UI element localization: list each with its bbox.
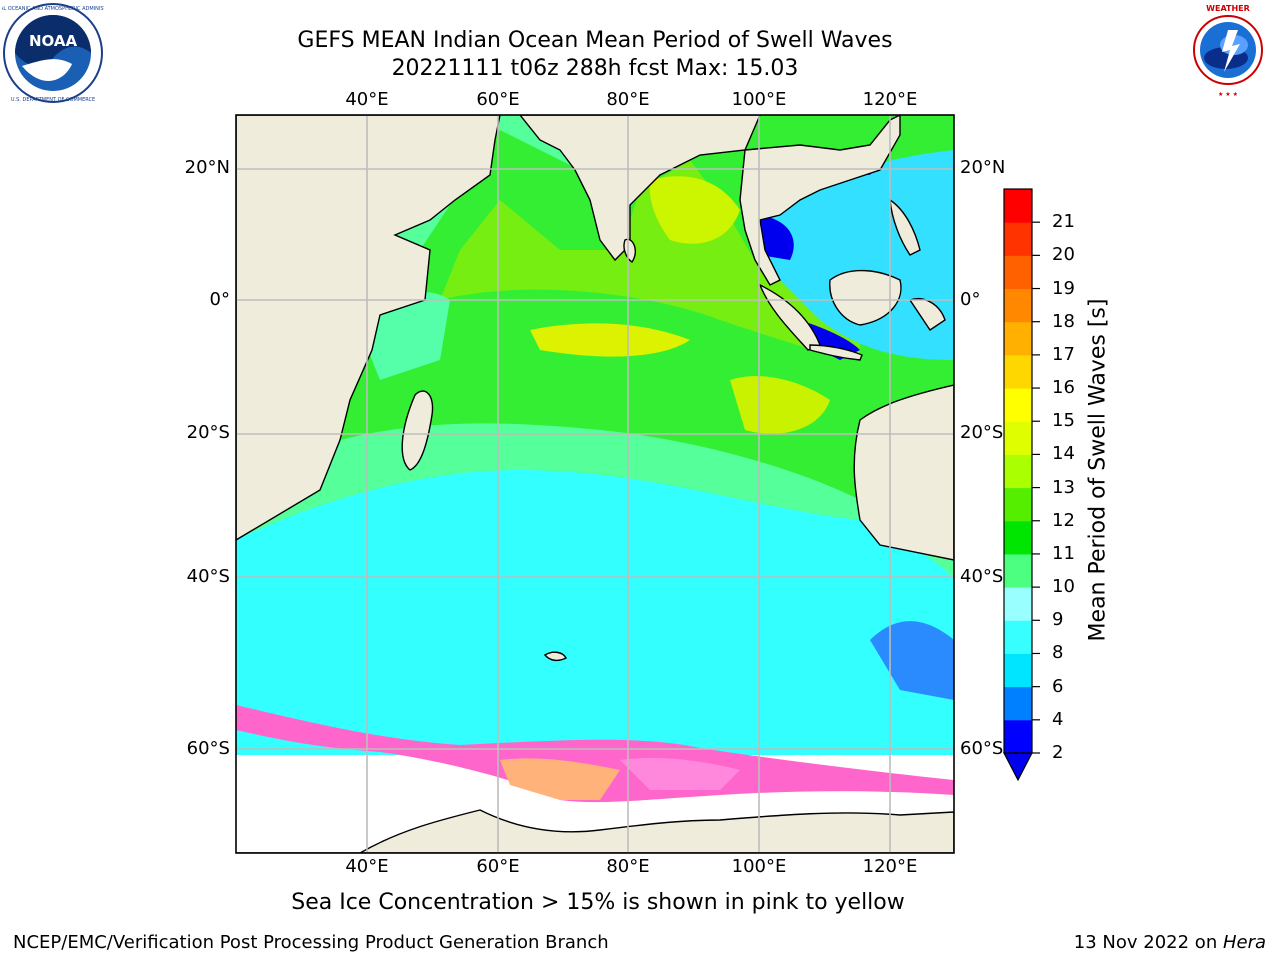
lat-label-right: 0° (960, 289, 981, 310)
colorbar-tick-label: 18 (1052, 310, 1075, 332)
map-title-line1: GEFS MEAN Indian Ocean Mean Period of Sw… (297, 28, 893, 53)
land-sri-lanka (623, 238, 636, 263)
lon-label-top: 40°E (345, 89, 389, 110)
colorbar-segment (1004, 421, 1032, 455)
map-frame (235, 114, 955, 854)
colorbar-tick-label: 11 (1052, 542, 1075, 564)
noaa-logo-text: NOAA (29, 32, 78, 50)
lon-label-top: 60°E (476, 89, 520, 110)
colorbar-segment (1004, 719, 1032, 754)
footer-date: 13 Nov 2022 on Hera (1074, 932, 1266, 953)
colorbar-tick-label: 16 (1052, 377, 1075, 399)
colorbar-segment (1004, 686, 1032, 721)
colorbar-tick-label: 2 (1052, 742, 1064, 763)
colorbar-segment (1004, 620, 1032, 654)
colorbar-tick-label: 19 (1052, 277, 1075, 299)
land-philippines (889, 198, 921, 256)
swell-field-yellow-green (440, 160, 860, 360)
lon-label-top: 100°E (731, 89, 787, 110)
colorbar-segment (1004, 454, 1032, 489)
lon-label-top: 80°E (606, 89, 650, 110)
swell-field-yellow-3 (730, 376, 830, 434)
map-gridlines (236, 115, 954, 853)
land-java (809, 344, 863, 361)
lon-label-bottom: 40°E (345, 856, 389, 877)
land-madagascar (401, 390, 434, 471)
swell-field-gulf-thailand (760, 215, 794, 260)
sea-ice-magenta (620, 758, 740, 790)
svg-text:U.S. DEPARTMENT OF COMMERCE: U.S. DEPARTMENT OF COMMERCE (11, 97, 95, 103)
swell-field-yellow-1 (530, 323, 690, 357)
nws-logo-icon: WEATHER ★ ★ ★ (1178, 0, 1278, 100)
land-se-asia (739, 115, 901, 286)
colorbar-segment (1004, 587, 1032, 621)
footer-credit: NCEP/EMC/Verification Post Processing Pr… (13, 932, 609, 953)
colorbar-segment (1004, 255, 1032, 290)
colorbar-tick-label: 6 (1052, 675, 1064, 697)
colorbar-segment (1004, 487, 1032, 522)
swell-field-yellow-2 (649, 176, 740, 244)
lat-label-left: 0° (209, 289, 230, 310)
colorbar-segment (1004, 388, 1032, 422)
lat-label-left: 20°N (184, 157, 230, 178)
svg-text:★ ★ ★: ★ ★ ★ (1218, 91, 1238, 98)
noaa-logo-icon: NOAA NATIONAL OCEANIC AND ATMOSPHERIC AD… (0, 2, 125, 104)
swell-field-scs (760, 150, 954, 360)
svg-text:NATIONAL OCEANIC AND ATMOSPHER: NATIONAL OCEANIC AND ATMOSPHERIC ADMINIS… (2, 6, 104, 12)
lon-label-bottom: 100°E (731, 856, 787, 877)
lon-label-bottom: 80°E (606, 856, 650, 877)
colorbar-tick-label: 20 (1052, 244, 1075, 266)
lat-label-right: 40°S (960, 566, 1004, 587)
lon-label-bottom: 60°E (476, 856, 520, 877)
sea-ice-pink (236, 705, 954, 803)
lat-label-right: 20°S (960, 422, 1004, 443)
colorbar-segment (1004, 520, 1032, 555)
lat-label-right: 20°N (960, 157, 1006, 178)
colorbar-frame (1003, 188, 1033, 754)
sea-ice-orange (500, 758, 620, 800)
land-borneo (829, 269, 902, 326)
colorbar-segment (1004, 189, 1032, 223)
colorbar-tick-label: 9 (1052, 609, 1064, 631)
lon-label-top: 120°E (862, 89, 918, 110)
footer-date-text: 13 Nov 2022 on (1073, 932, 1223, 953)
sea-ice-caption: Sea Ice Concentration > 15% is shown in … (291, 890, 905, 915)
lon-label-bottom: 120°E (862, 856, 918, 877)
colorbar-tick-label: 15 (1052, 410, 1075, 432)
colorbar-tick-label: 8 (1052, 642, 1064, 664)
colorbar-tick-label: 13 (1052, 476, 1075, 498)
colorbar-tick-label: 21 (1052, 211, 1075, 233)
colorbar-segment (1004, 553, 1032, 588)
lat-label-left: 40°S (186, 566, 230, 587)
colorbar-segment (1004, 288, 1032, 323)
land-australia (853, 384, 954, 561)
lat-label-right: 60°S (960, 738, 1004, 759)
colorbar (1003, 188, 1040, 782)
colorbar-tick-label: 10 (1052, 576, 1075, 598)
colorbar-tick-label: 17 (1052, 343, 1075, 365)
colorbar-segment (1004, 653, 1032, 688)
svg-text:WEATHER: WEATHER (1206, 4, 1250, 13)
map-title-line2: 20221111 t06z 288h fcst Max: 15.03 (391, 56, 799, 81)
map-field (236, 115, 954, 853)
colorbar-label: Mean Period of Swell Waves [s] (1085, 298, 1111, 642)
colorbar-segment (1004, 321, 1032, 356)
footer-host: Hera (1222, 932, 1266, 953)
colorbar-tick-label: 14 (1052, 443, 1075, 465)
land-kerguelen (543, 651, 567, 662)
swell-field-south-blue (870, 621, 954, 700)
colorbar-tick-label: 4 (1052, 708, 1064, 730)
land-antarctica (236, 809, 954, 853)
land-masses (236, 115, 954, 853)
colorbar-tick-label: 12 (1052, 509, 1075, 531)
land-india (519, 115, 761, 262)
colorbar-segment (1004, 222, 1032, 256)
land-sulawesi (908, 298, 946, 331)
lat-label-left: 20°S (186, 422, 230, 443)
lat-label-left: 60°S (186, 738, 230, 759)
colorbar-segment (1004, 354, 1032, 389)
